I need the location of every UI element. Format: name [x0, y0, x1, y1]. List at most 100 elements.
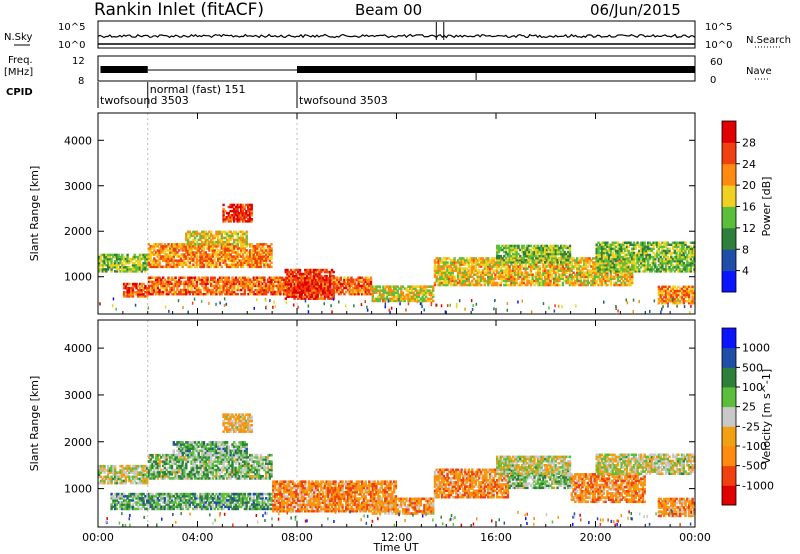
heatmap-cell — [655, 255, 659, 259]
cpid-label-0: twofsound 3503 — [100, 94, 189, 107]
heatmap-cell — [348, 278, 351, 281]
heatmap-cell — [591, 281, 595, 285]
heatmap-cell — [487, 271, 490, 274]
heatmap-cell — [250, 253, 254, 256]
heatmap-cell — [458, 281, 462, 285]
heatmap-cell — [215, 253, 218, 256]
heatmap-cell — [561, 265, 565, 268]
heatmap-cell — [529, 248, 533, 252]
heatmap-cell — [657, 249, 661, 253]
heatmap-cell — [552, 277, 556, 281]
heatmap-cell — [130, 259, 133, 263]
heatmap-cell — [236, 251, 239, 254]
heatmap-cell — [206, 259, 209, 262]
heatmap-cell — [224, 247, 227, 250]
heatmap-cell — [149, 249, 152, 252]
heatmap-cell — [192, 255, 195, 258]
heatmap-cell — [165, 263, 168, 266]
heatmap-cell — [638, 253, 641, 257]
heatmap-cell — [307, 289, 311, 292]
heatmap-cell — [570, 263, 573, 266]
heatmap-cell — [568, 246, 572, 250]
heatmap-cell — [130, 291, 133, 294]
heatmap-cell — [570, 273, 573, 276]
heatmap-cell — [247, 251, 250, 254]
heatmap-cell — [481, 259, 485, 262]
freq-band — [297, 66, 695, 73]
heatmap-cell — [245, 236, 248, 240]
heatmap-cell — [544, 257, 547, 260]
heatmap-cell — [361, 292, 364, 296]
heatmap-cell — [170, 245, 174, 248]
heatmap-cell — [650, 247, 653, 251]
heatmap-cell — [607, 245, 611, 249]
heatmap-cell — [156, 253, 159, 256]
heatmap-cell — [616, 253, 620, 257]
heatmap-cell — [373, 291, 376, 294]
heatmap-cell — [663, 289, 666, 293]
heatmap-cell — [531, 281, 534, 285]
heatmap-cell — [663, 268, 666, 271]
heatmap-cell — [586, 273, 589, 276]
heatmap-cell — [153, 253, 156, 256]
heatmap-cell — [671, 285, 675, 289]
heatmap-cell — [213, 292, 216, 296]
heatmap-cell — [615, 253, 618, 257]
heatmap-cell — [643, 270, 646, 273]
heatmap-cell — [556, 244, 559, 248]
heatmap-cell — [156, 278, 159, 281]
heatmap-cell — [218, 280, 222, 284]
heatmap-cell — [483, 277, 486, 281]
heatmap-cell — [655, 268, 659, 271]
heatmap-cell — [503, 271, 506, 274]
heatmap-cell — [647, 253, 650, 257]
heatmap-cell — [561, 267, 565, 270]
heatmap-cell — [162, 257, 165, 260]
heatmap-cell — [233, 240, 236, 244]
heatmap-cell — [506, 261, 510, 264]
heatmap-cell — [307, 276, 311, 280]
heatmap-cell — [174, 282, 177, 286]
heatmap-cell — [600, 243, 604, 246]
heatmap-cell — [472, 269, 476, 272]
heatmap-cell — [435, 279, 438, 283]
heatmap-cell — [250, 284, 254, 288]
heatmap-cell — [316, 281, 319, 284]
heatmap-cell — [248, 209, 252, 213]
heatmap-cell — [607, 266, 611, 269]
heatmap-cell — [142, 266, 145, 269]
heatmap-cell — [394, 291, 398, 294]
heatmap-cell — [384, 299, 387, 303]
heatmap-cell — [346, 276, 350, 279]
heatmap-cell — [215, 286, 218, 290]
heatmap-cell — [313, 272, 316, 276]
heatmap-cell — [234, 280, 238, 284]
heatmap-cell — [536, 269, 540, 272]
heatmap-cell — [256, 276, 259, 279]
heatmap-cell — [275, 280, 279, 284]
heatmap-cell — [471, 259, 474, 262]
heatmap-cell — [583, 275, 586, 279]
heatmap-cell — [602, 271, 605, 274]
heatmap-cell — [277, 276, 280, 279]
heatmap-cell — [195, 232, 199, 236]
heatmap-cell — [519, 275, 522, 279]
heatmap-cell — [565, 267, 568, 270]
heatmap-cell — [245, 203, 248, 207]
heatmap-cell — [618, 261, 621, 265]
heatmap-cell — [508, 244, 511, 248]
heatmap-cell — [169, 259, 172, 262]
heatmap-cell — [122, 284, 126, 288]
heatmap-cell — [536, 254, 540, 258]
heatmap-cell — [684, 295, 687, 299]
heatmap-cell — [556, 269, 559, 272]
heatmap-cell — [225, 245, 229, 248]
heatmap-cell — [122, 268, 126, 271]
heatmap-cell — [615, 275, 618, 279]
heatmap-cell — [188, 251, 191, 254]
heatmap-cell — [270, 290, 273, 294]
heatmap-cell — [449, 263, 453, 266]
heatmap-cell — [176, 292, 179, 296]
heatmap-cell — [583, 273, 586, 276]
